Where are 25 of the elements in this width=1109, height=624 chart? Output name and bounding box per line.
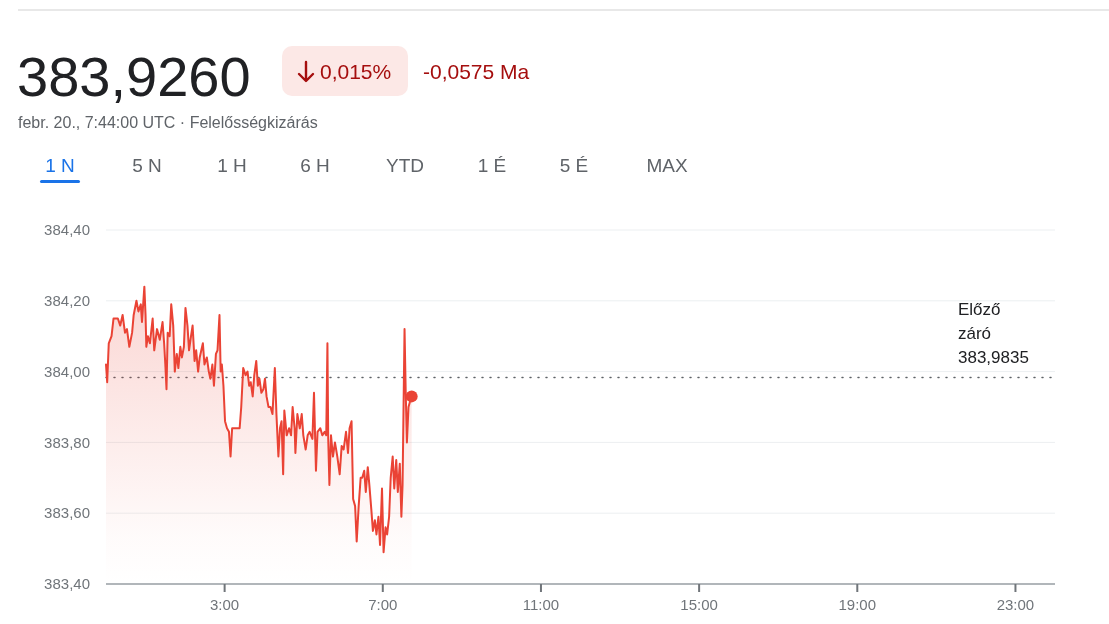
y-tick-label: 384,40 — [44, 221, 90, 239]
text: 5 É — [559, 155, 589, 176]
y-tick-label: 383,40 — [44, 575, 90, 593]
y-tick-label: 384,20 — [44, 292, 90, 310]
text: 5 N — [132, 155, 162, 176]
x-tick-label: 15:00 — [680, 596, 718, 613]
text: 1 É — [477, 155, 507, 176]
x-tick-label: 11:00 — [522, 596, 560, 613]
chart-subtitle: febr. 20., 7:44:00 UTC · Felelősségkizárás — [18, 114, 318, 131]
x-tick-label: 19:00 — [838, 596, 877, 613]
y-tick-label: 384,00 — [44, 362, 90, 380]
text: 1 H — [217, 155, 247, 176]
x-tick-label: 7:00 — [368, 596, 398, 613]
y-tick-label: 383,60 — [44, 504, 90, 522]
ref-line-label: Előző záró 383,9835 — [958, 300, 1029, 368]
chart-title: 383,9260 — [17, 45, 251, 108]
text: 0,015% — [320, 60, 392, 83]
text: -0,0575 Ma — [423, 60, 530, 83]
x-tick-label: 23:00 — [996, 596, 1035, 613]
x-tick-label: 3:00 — [210, 596, 240, 613]
text: 1 N — [45, 155, 75, 176]
text: MAX — [646, 155, 688, 176]
y-tick-label: 383,80 — [44, 433, 90, 451]
text: 6 H — [300, 155, 330, 176]
text: YTD — [386, 155, 424, 176]
